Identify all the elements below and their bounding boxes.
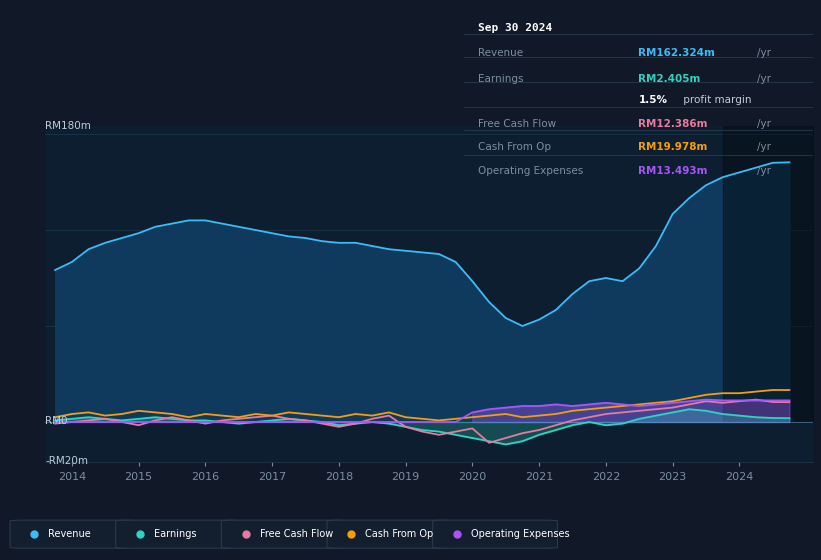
Text: Cash From Op: Cash From Op (478, 142, 551, 152)
Text: RM2.405m: RM2.405m (639, 74, 700, 84)
Text: 1.5%: 1.5% (639, 95, 667, 105)
FancyBboxPatch shape (433, 520, 557, 548)
Text: profit margin: profit margin (680, 95, 752, 105)
Text: Operating Expenses: Operating Expenses (478, 166, 583, 176)
Text: Free Cash Flow: Free Cash Flow (259, 529, 333, 539)
FancyBboxPatch shape (222, 520, 346, 548)
Text: -RM20m: -RM20m (45, 456, 88, 466)
Text: Revenue: Revenue (48, 529, 91, 539)
Text: /yr: /yr (757, 119, 771, 129)
Text: RM12.386m: RM12.386m (639, 119, 708, 129)
Text: Earnings: Earnings (154, 529, 196, 539)
Text: Sep 30 2024: Sep 30 2024 (478, 23, 552, 33)
Text: /yr: /yr (757, 142, 771, 152)
Text: /yr: /yr (757, 74, 771, 84)
Text: Earnings: Earnings (478, 74, 523, 84)
Text: RM180m: RM180m (45, 121, 91, 131)
Text: RM13.493m: RM13.493m (639, 166, 708, 176)
Text: RM19.978m: RM19.978m (639, 142, 708, 152)
FancyBboxPatch shape (327, 520, 452, 548)
Text: Operating Expenses: Operating Expenses (471, 529, 570, 539)
FancyBboxPatch shape (116, 520, 241, 548)
Text: Cash From Op: Cash From Op (365, 529, 433, 539)
Text: Revenue: Revenue (478, 48, 523, 58)
Text: RM162.324m: RM162.324m (639, 48, 715, 58)
Text: RM0: RM0 (45, 416, 67, 426)
Text: Free Cash Flow: Free Cash Flow (478, 119, 556, 129)
Text: /yr: /yr (757, 166, 771, 176)
Text: /yr: /yr (757, 48, 771, 58)
FancyBboxPatch shape (10, 520, 135, 548)
